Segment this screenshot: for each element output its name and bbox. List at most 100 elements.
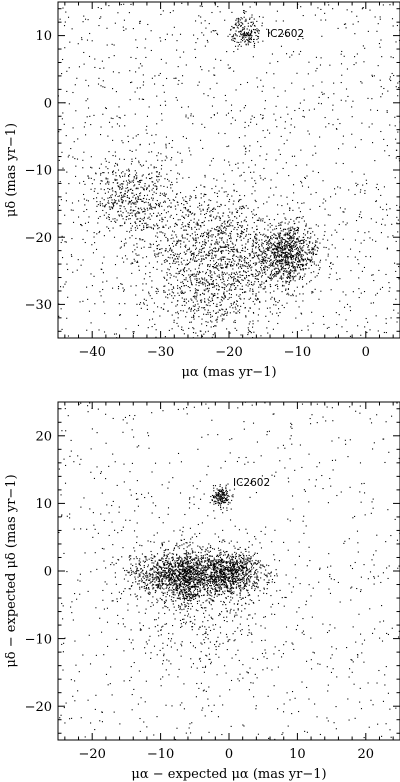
bottom-field-point xyxy=(308,698,310,700)
top-field-point xyxy=(367,97,369,99)
bottom-field-point xyxy=(285,596,287,599)
top-field-point xyxy=(94,58,96,60)
top-clump-point xyxy=(308,245,310,247)
top-clump-point xyxy=(247,224,249,226)
top-clump-point xyxy=(172,292,175,294)
top-clump-point xyxy=(211,252,213,254)
top-field-point xyxy=(328,277,330,279)
top-clump-point xyxy=(244,291,246,293)
top-cluster-point xyxy=(241,37,244,39)
top-clump-point xyxy=(202,271,204,273)
top-field-point xyxy=(202,147,204,149)
bottom-field-point xyxy=(247,634,249,636)
top-clump-point xyxy=(219,276,221,278)
top-field-point xyxy=(198,15,200,17)
top-clump-point xyxy=(281,291,283,293)
top-clump-point xyxy=(255,269,257,271)
top-field-point xyxy=(171,288,173,291)
top-field-point xyxy=(131,235,133,237)
bottom-field-point xyxy=(87,590,89,592)
top-clump-point xyxy=(164,285,166,287)
top-clump-point xyxy=(288,261,290,263)
top-clump-point xyxy=(309,241,311,243)
top-clump-point xyxy=(231,276,233,278)
top-clump-point xyxy=(143,202,145,204)
top-field-point xyxy=(363,291,366,293)
top-clump-point xyxy=(202,243,204,246)
bottom-field-point xyxy=(251,587,253,589)
top-clump-point xyxy=(296,263,298,265)
top-clump-point xyxy=(134,249,136,251)
top-field-point xyxy=(71,238,73,240)
top-field-point xyxy=(364,192,366,194)
top-field-point xyxy=(148,246,150,248)
top-field-point xyxy=(182,136,184,138)
top-clump-point xyxy=(181,215,183,217)
top-clump-point xyxy=(295,254,297,256)
bottom-field-point xyxy=(319,568,321,570)
top-clump-point xyxy=(317,238,319,240)
top-clump-point xyxy=(233,276,235,278)
top-clump-point xyxy=(280,269,282,271)
top-field-point xyxy=(102,80,104,82)
top-field-point xyxy=(183,204,185,206)
top-clump-point xyxy=(157,290,159,292)
bottom-field-point xyxy=(205,631,207,633)
bottom-field-point xyxy=(126,422,128,424)
top-field-point xyxy=(130,285,132,287)
top-clump-point xyxy=(296,265,298,267)
top-field-point xyxy=(293,220,295,222)
top-field-point xyxy=(151,189,153,191)
top-clump-point xyxy=(136,225,138,227)
top-field-point xyxy=(72,127,74,129)
top-field-point xyxy=(215,30,217,32)
bottom-field-point xyxy=(131,462,133,464)
bottom-field-point xyxy=(185,542,187,544)
top-clump-point xyxy=(230,293,232,296)
top-field-point xyxy=(177,66,179,68)
top-field-point xyxy=(132,192,134,194)
top-clump-point xyxy=(242,274,244,276)
top-clump-point xyxy=(137,211,139,213)
top-clump-point xyxy=(232,255,234,257)
top-clump-point xyxy=(188,176,190,179)
top-field-point xyxy=(254,190,256,192)
top-clump-point xyxy=(250,267,252,269)
top-clump-point xyxy=(185,253,187,255)
bottom-field-point xyxy=(321,474,323,477)
top-clump-point xyxy=(264,257,266,259)
top-clump-point xyxy=(145,177,147,179)
top-clump-point xyxy=(272,274,274,276)
top-clump-point xyxy=(208,220,210,222)
bottom-field-point xyxy=(103,548,105,550)
top-field-point xyxy=(250,121,252,123)
top-clump-point xyxy=(286,233,289,235)
top-field-point xyxy=(386,248,388,250)
bottom-field-point xyxy=(131,709,133,711)
top-clump-point xyxy=(112,227,114,229)
top-clump-point xyxy=(236,251,238,253)
top-clump-point xyxy=(266,215,268,217)
top-clump-point xyxy=(111,208,113,210)
top-field-point xyxy=(203,313,205,315)
top-clump-point xyxy=(204,242,207,244)
top-field-point xyxy=(142,302,145,304)
bottom-field-point xyxy=(329,592,332,594)
top-clump-point xyxy=(139,237,141,240)
top-clump-point xyxy=(218,269,220,272)
top-clump-point xyxy=(115,162,117,164)
top-clump-point xyxy=(285,257,287,259)
top-clump-point xyxy=(87,200,89,202)
top-clump-point xyxy=(278,259,280,261)
top-clump-point xyxy=(215,312,217,314)
top-field-point xyxy=(181,82,183,84)
top-field-point xyxy=(330,262,332,264)
bottom-field-point xyxy=(252,422,255,424)
top-clump-point xyxy=(176,257,179,259)
top-field-point xyxy=(352,100,354,102)
top-field-point xyxy=(301,329,303,331)
top-clump-point xyxy=(258,239,260,241)
top-field-point xyxy=(124,125,126,127)
top-clump-point xyxy=(175,272,177,274)
top-clump-point xyxy=(280,250,282,252)
